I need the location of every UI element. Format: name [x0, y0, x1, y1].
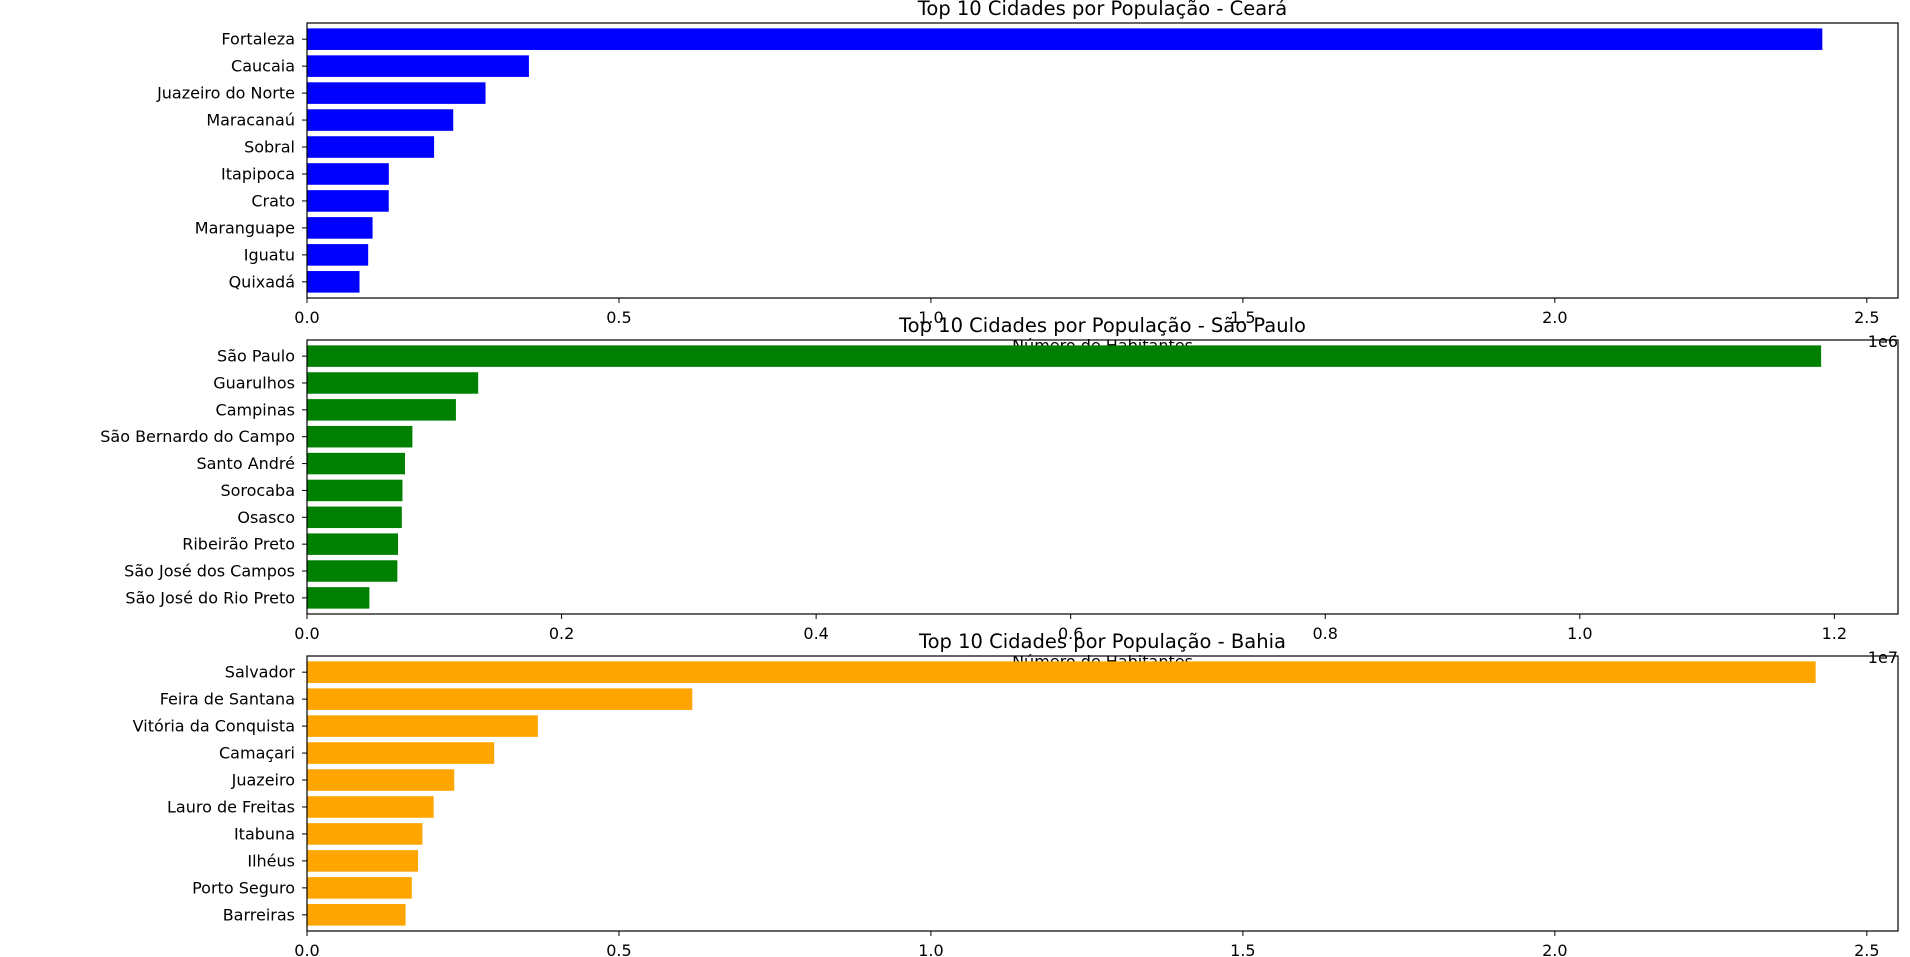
bar-7: [307, 506, 402, 529]
x-tick-label: 2.0: [1542, 308, 1567, 327]
chart-title-group-3: Top 10 Cidades por População - Bahia: [918, 630, 1286, 653]
bar-6: [307, 479, 403, 502]
bar-4: [307, 742, 495, 764]
y-tick-label: Fortaleza: [221, 30, 295, 49]
y-tick-label: Campinas: [216, 400, 295, 419]
chart-title: Top 10 Cidades por População - São Paulo: [898, 314, 1306, 337]
x-tick-label: 0.8: [1313, 624, 1338, 643]
y-tick-label: São José do Rio Preto: [125, 588, 295, 607]
bar-6: [307, 163, 389, 185]
x-tick-label: 0.5: [606, 308, 631, 327]
y-tick-label: Osasco: [237, 508, 295, 527]
bar-2: [307, 55, 529, 77]
chart-title-group-1: Top 10 Cidades por População - Ceará: [917, 0, 1287, 20]
y-tick-label: Sorocaba: [220, 481, 295, 500]
bar-8: [307, 217, 373, 239]
bar-10: [307, 271, 360, 293]
y-tick-label: Iguatu: [244, 245, 295, 264]
x-tick-label: 1.2: [1822, 624, 1847, 643]
bar-5: [307, 452, 406, 475]
axes-frame: [306, 339, 1899, 615]
x-offset-text: 1e6: [1868, 332, 1898, 351]
y-tick-label: São Bernardo do Campo: [100, 427, 295, 446]
y-tick-label: Camaçari: [219, 744, 295, 763]
y-tick-label: Lauro de Freitas: [167, 797, 295, 816]
y-tick-label: Caucaia: [231, 57, 295, 76]
x-tick-label: 1.5: [1230, 941, 1255, 957]
y-tick-label: Juazeiro: [231, 771, 295, 790]
x-tick-label: 0.0: [294, 308, 319, 327]
y-tick-label: Ilhéus: [247, 851, 295, 870]
chart-panel-1: Fortaleza Caucaia Juazeiro do Norte Maracan…: [156, 22, 1899, 355]
y-tick-label: Maranguape: [195, 218, 295, 237]
y-tick-label: Vitória da Conquista: [133, 717, 295, 736]
y-tick-label: Feira de Santana: [160, 690, 295, 709]
bar-7: [307, 823, 423, 845]
y-tick-label: Salvador: [225, 663, 296, 682]
y-tick-label: Sobral: [244, 138, 295, 157]
y-tick-label: Maracanaú: [206, 111, 295, 130]
bar-1: [307, 28, 1823, 50]
bar-1: [307, 661, 1816, 683]
x-tick-label: 1.0: [918, 941, 943, 957]
bar-9: [307, 244, 369, 266]
y-tick-label: Crato: [251, 191, 295, 210]
y-tick-label: São José dos Campos: [124, 562, 295, 581]
chart-title: Top 10 Cidades por População - Ceará: [917, 0, 1287, 20]
bar-9: [307, 560, 398, 582]
chart-title: Top 10 Cidades por População - Bahia: [918, 630, 1286, 653]
bar-5: [307, 136, 435, 158]
y-tick-label: Guarulhos: [213, 373, 295, 392]
x-tick-label: 1.5: [1230, 308, 1255, 327]
axes-frame: [306, 655, 1899, 932]
chart-panel-2: São Paulo Guarulhos Campinas São Bernardo d…: [100, 339, 1899, 671]
x-tick-label: 0.2: [549, 624, 574, 643]
bar-4: [307, 109, 454, 131]
x-tick-label: 0.5: [606, 941, 631, 957]
x-tick-label: 1.0: [1567, 624, 1592, 643]
y-tick-label: Itapipoca: [221, 164, 295, 183]
bar-10: [307, 587, 370, 609]
x-tick-label: 0.6: [1058, 624, 1083, 643]
bar-10: [307, 904, 406, 926]
y-tick-label: Ribeirão Preto: [182, 535, 295, 554]
y-tick-label: Porto Seguro: [192, 878, 295, 897]
y-tick-label: Quixadá: [229, 272, 295, 291]
bar-8: [307, 533, 399, 555]
bar-2: [307, 372, 479, 394]
bar-3: [307, 399, 456, 421]
y-tick-label: Juazeiro do Norte: [156, 84, 295, 103]
bar-9: [307, 877, 412, 899]
bar-3: [307, 715, 538, 737]
y-tick-label: São Paulo: [217, 347, 295, 366]
bar-1: [307, 345, 1822, 367]
bar-7: [307, 190, 389, 212]
y-tick-label: Santo André: [196, 454, 295, 473]
x-tick-label: 2.5: [1854, 941, 1879, 957]
x-tick-label: 1.0: [918, 308, 943, 327]
y-tick-label: Itabuna: [234, 824, 295, 843]
x-tick-label: 0.0: [294, 624, 319, 643]
y-tick-label: Barreiras: [223, 905, 295, 924]
axes-frame: [306, 22, 1899, 299]
bar-5: [307, 769, 455, 791]
x-tick-label: 2.5: [1854, 308, 1879, 327]
chart-panel-3: Salvador Feira de Santana Vitória da Conqu…: [133, 655, 1899, 957]
x-tick-label: 0.0: [294, 941, 319, 957]
bar-4: [307, 425, 413, 448]
x-offset-text: 1e7: [1868, 648, 1898, 667]
bar-2: [307, 688, 693, 710]
bar-6: [307, 796, 434, 818]
bar-8: [307, 850, 419, 872]
chart-title-group-2: Top 10 Cidades por População - São Paulo: [898, 314, 1306, 337]
x-tick-label: 2.0: [1542, 941, 1567, 957]
x-tick-label: 0.4: [803, 624, 828, 643]
bar-3: [307, 82, 486, 104]
